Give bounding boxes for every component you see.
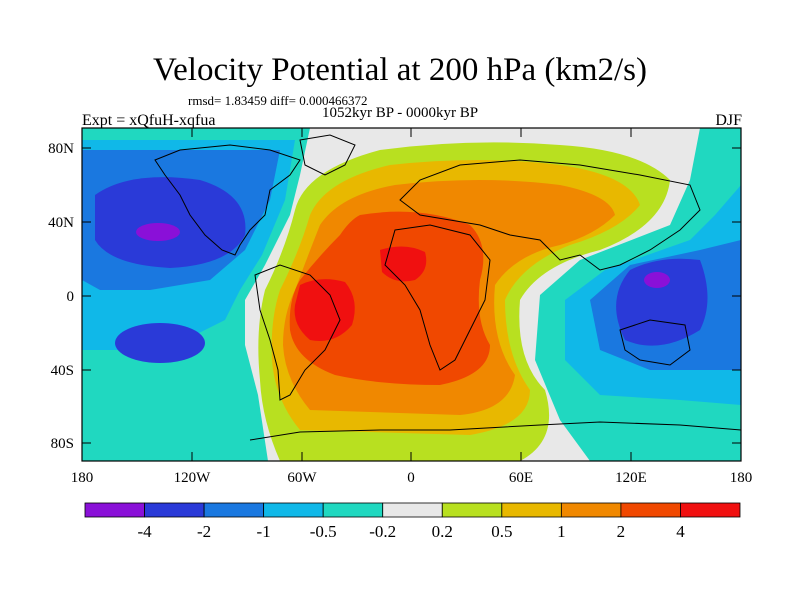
stats-text: rmsd= 1.83459 diff= 0.000466372: [188, 93, 368, 108]
colorbar-label: 0.2: [432, 522, 453, 541]
y-axis-ticks: [82, 147, 741, 444]
colorbar-swatch: [263, 502, 324, 518]
coastlines: [154, 134, 741, 441]
negative-field-west-4: [95, 177, 246, 268]
y-tick-label: 0: [67, 289, 75, 305]
negative-field-west-sub: [115, 323, 205, 363]
coast-greenland: [299, 134, 356, 176]
colorbar-swatch: [560, 502, 622, 518]
colorbar-swatch: [382, 502, 443, 518]
colorbar-label: 0.5: [491, 522, 512, 541]
x-tick-label: 180: [71, 470, 94, 486]
y-tick-label: 80N: [48, 141, 74, 157]
colorbar-swatch: [501, 502, 562, 518]
x-tick-label: 180: [730, 470, 753, 486]
colorbar-swatch: [620, 502, 681, 518]
coast-australia: [619, 319, 691, 366]
positive-field-4: [289, 211, 490, 385]
x-tick-label: 120W: [174, 470, 212, 486]
positive-field-core: [294, 279, 355, 341]
experiment-label: Expt = xQfuH-xqfua: [82, 112, 216, 129]
x-tick-label: 0: [407, 470, 415, 486]
colorbar-labels: -4 -2 -1 -0.5 -0.2 0.2 0.5 1 2 4: [137, 522, 685, 541]
colorbar-label: -0.2: [369, 522, 396, 541]
colorbar-label: -4: [137, 522, 152, 541]
coast-south-america: [254, 264, 341, 401]
colorbar-swatch: [322, 502, 384, 518]
x-tick-label: 60E: [509, 470, 533, 486]
colorbar-swatch: [680, 502, 741, 518]
colorbar: [84, 502, 741, 518]
period-text: 1052kyr BP - 0000kyr BP: [322, 105, 479, 121]
colorbar-label: 1: [557, 522, 566, 541]
x-tick-label: 60W: [287, 470, 317, 486]
colorbar-swatch: [441, 502, 503, 518]
colorbar-label: 4: [676, 522, 685, 541]
negative-field-west-core: [136, 223, 180, 241]
negative-field-east-4: [616, 258, 708, 346]
coast-eurasia: [399, 159, 701, 271]
colorbar-label: -2: [197, 522, 211, 541]
colorbar-label: -0.5: [310, 522, 337, 541]
x-tick-label: 120E: [615, 470, 647, 486]
y-axis-labels: 80N 40N 0 40S 80S: [48, 141, 74, 452]
coast-north-america: [154, 144, 301, 256]
colorbar-swatch: [144, 502, 205, 518]
contour-fields: [82, 128, 741, 461]
season-label: DJF: [715, 112, 742, 129]
colorbar-swatch: [203, 502, 265, 518]
coast-africa: [384, 224, 491, 371]
x-axis-labels: 180 120W 60W 0 60E 120E 180: [71, 470, 753, 486]
coast-antarctica: [249, 421, 741, 441]
negative-field-east-core: [644, 272, 670, 288]
x-axis-ticks: [81, 128, 742, 461]
colorbar-label: -1: [257, 522, 271, 541]
map-title: Velocity Potential at 200 hPa (km2/s): [152, 52, 648, 88]
y-tick-label: 40S: [51, 363, 74, 379]
colorbar-label: 2: [617, 522, 626, 541]
y-tick-label: 40N: [48, 215, 74, 231]
y-tick-label: 80S: [51, 436, 74, 452]
positive-field-core-2: [380, 246, 427, 282]
colorbar-swatch: [84, 502, 145, 518]
